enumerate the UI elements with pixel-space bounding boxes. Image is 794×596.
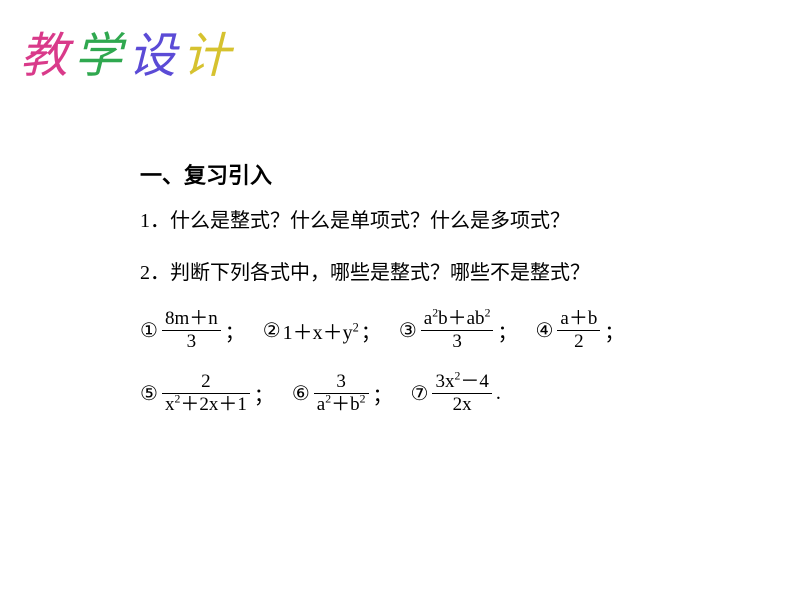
fraction: a2b＋ab23 (421, 308, 494, 353)
expression-tail: ； (254, 379, 274, 408)
expression-marker: ③ (399, 318, 417, 343)
expression-tail: ； (373, 379, 393, 408)
expression-tail: ； (225, 316, 245, 345)
q2-label: 2． (140, 262, 170, 284)
fraction-numerator: a2b＋ab2 (421, 308, 494, 330)
section-heading: 一、复习引入 (140, 158, 760, 190)
fraction-denominator: 2x (450, 394, 475, 416)
q1-text: 什么是整式？什么是单项式？什么是多项式？ (170, 210, 570, 232)
expression-item: ①8m＋n3； (140, 308, 245, 353)
title-char-4: 计 (182, 30, 236, 83)
fraction-denominator: 2 (571, 331, 587, 353)
expression-item: ②1＋x＋y2； (263, 316, 381, 345)
expression-item: ⑥3a2＋b2； (292, 371, 393, 416)
expression-row-1: ①8m＋n3；②1＋x＋y2；③a2b＋ab23；④a＋b2； (140, 308, 760, 353)
fraction-numerator: 8m＋n (162, 308, 221, 330)
expression-marker: ⑥ (292, 381, 310, 406)
expression-marker: ⑤ (140, 381, 158, 406)
fraction: 3a2＋b2 (314, 371, 369, 416)
title-char-3: 设 (128, 30, 182, 83)
expression-item: ④a＋b2； (535, 308, 624, 353)
expression-tail: ； (497, 316, 517, 345)
fraction: 3x2－42x (432, 371, 491, 416)
fraction-numerator: 3 (333, 371, 349, 393)
fraction-denominator: 3 (449, 331, 465, 353)
content-area: 一、复习引入 1．什么是整式？什么是单项式？什么是多项式？ 2．判断下列各式中，… (140, 158, 760, 433)
title-char-1: 教 (20, 30, 74, 83)
expression-marker: ④ (535, 318, 553, 343)
expression-tail: ； (361, 316, 381, 345)
expression-row-2: ⑤2x2＋2x＋1；⑥3a2＋b2；⑦3x2－42x. (140, 371, 760, 416)
inline-expression: 1＋x＋y2 (283, 316, 359, 345)
expression-tail: ； (604, 316, 624, 345)
expression-item: ③a2b＋ab23； (399, 308, 518, 353)
fraction-denominator: a2＋b2 (314, 394, 369, 416)
fraction: 2x2＋2x＋1 (162, 371, 250, 416)
fraction-denominator: 3 (184, 331, 200, 353)
expression-item: ⑦3x2－42x. (411, 371, 501, 416)
fraction-numerator: 3x2－4 (432, 371, 491, 393)
question-2: 2．判断下列各式中，哪些是整式？哪些不是整式？ (140, 256, 760, 290)
fraction: 8m＋n3 (162, 308, 221, 353)
expression-tail: . (496, 382, 501, 405)
fraction-numerator: 2 (198, 371, 214, 393)
question-1: 1．什么是整式？什么是单项式？什么是多项式？ (140, 204, 760, 238)
expression-marker: ① (140, 318, 158, 343)
expression-marker: ⑦ (411, 381, 429, 406)
fraction-denominator: x2＋2x＋1 (162, 394, 250, 416)
q1-label: 1． (140, 210, 170, 232)
fraction: a＋b2 (557, 308, 600, 353)
expression-marker: ② (263, 318, 281, 343)
q2-text: 判断下列各式中，哪些是整式？哪些不是整式？ (170, 262, 590, 284)
title-char-2: 学 (74, 30, 128, 83)
page-title: 教学设计 (20, 16, 236, 86)
fraction-numerator: a＋b (557, 308, 600, 330)
expression-item: ⑤2x2＋2x＋1； (140, 371, 274, 416)
